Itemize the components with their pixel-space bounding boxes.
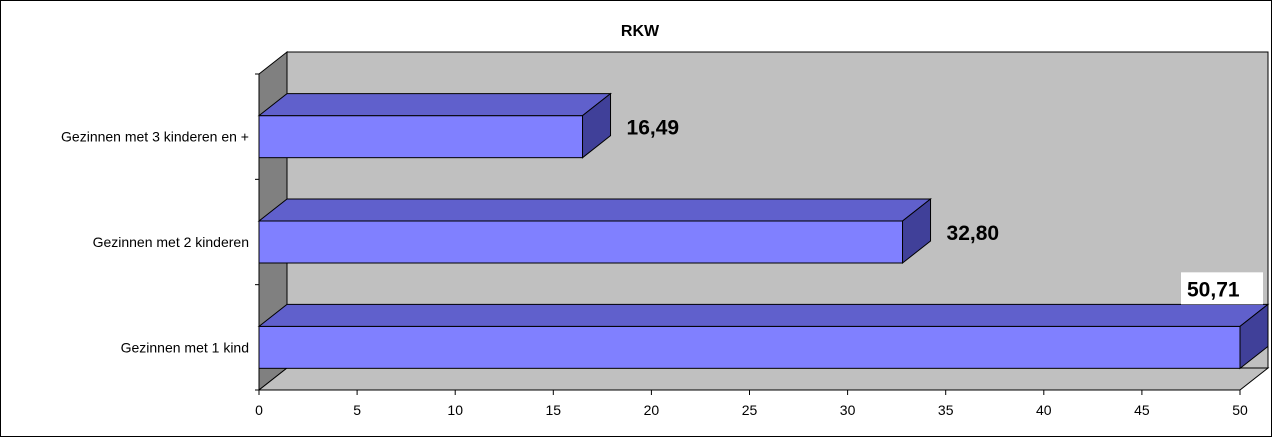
bar-front [258, 220, 904, 264]
category-label: Gezinnen met 3 kinderen en + [61, 129, 249, 145]
bar-side [902, 197, 932, 265]
x-tick-label: 30 [840, 402, 856, 418]
bar-top [257, 198, 932, 222]
chart-title: RKW [621, 23, 660, 40]
value-label: 16,49 [627, 117, 680, 140]
x-tick-label: 45 [1134, 402, 1150, 418]
bar-side [1239, 303, 1269, 370]
value-label: 50,71 [1187, 278, 1240, 301]
x-tick-label: 35 [938, 402, 954, 418]
floor [257, 367, 1270, 391]
category-label: Gezinnen met 2 kinderen [93, 234, 249, 250]
value-label-bg [1181, 272, 1263, 305]
x-tick-label: 15 [546, 402, 562, 418]
x-tick-label: 20 [644, 402, 660, 418]
bar-front [258, 325, 1241, 369]
bar-top [257, 93, 612, 117]
x-tick-label: 5 [353, 402, 361, 418]
bar-front [258, 115, 584, 159]
category-label: Gezinnen met 1 kind [121, 339, 249, 355]
bar-side [582, 92, 612, 159]
x-tick-label: 50 [1232, 402, 1248, 418]
x-tick-label: 10 [447, 402, 463, 418]
x-tick-label: 40 [1036, 402, 1052, 418]
x-tick-label: 25 [742, 402, 758, 418]
bars [257, 92, 1270, 370]
x-tick-label: 0 [255, 402, 263, 418]
labels: Gezinnen met 3 kinderen en + 16,49 Gezinne… [61, 117, 1263, 355]
value-label: 32,80 [947, 222, 1000, 245]
bar-top [257, 303, 1270, 327]
